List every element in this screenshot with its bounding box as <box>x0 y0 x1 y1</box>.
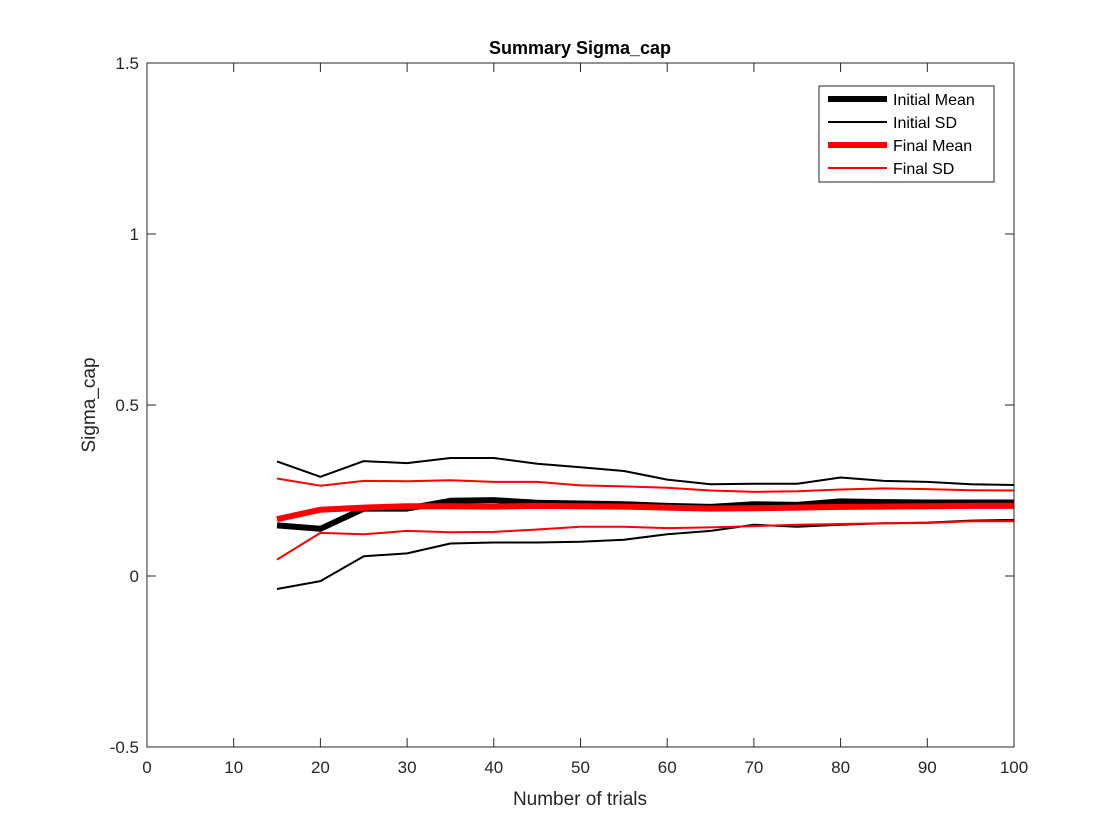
y-tick-label: -0.5 <box>110 738 139 757</box>
x-axis-label: Number of trials <box>513 789 647 810</box>
y-tick-label: 0.5 <box>115 396 139 415</box>
x-tick-label: 90 <box>918 758 937 777</box>
legend: Initial Mean Initial SD Final Mean Final SD <box>818 85 995 183</box>
y-tick-label: 1.5 <box>115 54 139 73</box>
series-final-sd-lower-line <box>276 520 1014 561</box>
legend-label-initial-sd: Initial SD <box>893 115 957 132</box>
series-final-sd-upper-line <box>276 477 1015 493</box>
x-tick-label: 100 <box>1000 758 1028 777</box>
x-tick-label: 60 <box>658 758 677 777</box>
x-tick-label: 70 <box>744 758 763 777</box>
axes-layer: 0 10 20 30 40 50 60 70 80 90 100-0.500.511.5 <box>110 54 1028 777</box>
x-tick-label: 30 <box>398 758 417 777</box>
series-final-mean-line <box>276 502 1014 523</box>
legend-label-initial-mean: Initial Mean <box>893 92 975 109</box>
x-tick-label: 80 <box>831 758 850 777</box>
y-tick-label: 1 <box>130 225 139 244</box>
y-axis-label: Sigma_cap <box>79 357 100 452</box>
series-layer <box>276 457 1015 590</box>
legend-label-final-sd: Final SD <box>893 161 954 178</box>
x-tick-label: 50 <box>571 758 590 777</box>
x-tick-label: 0 <box>142 758 151 777</box>
chart-title: Summary Sigma_cap <box>489 38 671 58</box>
x-tick-label: 20 <box>311 758 330 777</box>
y-tick-label: 0 <box>130 567 139 586</box>
x-tick-label: 40 <box>484 758 503 777</box>
series-initial-sd-upper-line <box>276 457 1015 486</box>
x-tick-label: 10 <box>224 758 243 777</box>
legend-label-final-mean: Final Mean <box>893 138 972 155</box>
